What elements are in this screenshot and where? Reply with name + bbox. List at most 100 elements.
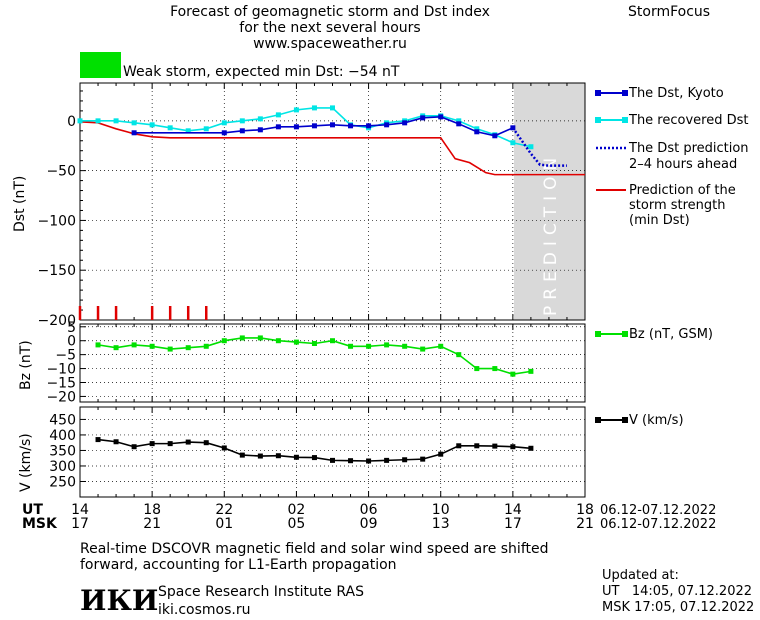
bz-point <box>185 345 191 351</box>
solar-wind-speed-point <box>167 441 173 447</box>
bz-ytick-label: −15 <box>46 376 76 392</box>
institute-name: Space Research Institute RAS <box>158 584 364 600</box>
bz-point <box>113 345 119 351</box>
bz-ytick-label: −5 <box>55 348 76 364</box>
solar-wind-speed-point <box>384 457 390 463</box>
time-axis: UT MSK 14 18 22 02 06 10 14 18 17 21 01 05 09 13 17 21… <box>22 502 716 532</box>
storm-level-text: Weak storm, expected min Dst: −54 nT <box>123 64 400 80</box>
dst-frame <box>79 82 586 321</box>
dst-recovered-point <box>257 116 263 122</box>
solar-wind-speed-point <box>330 457 335 463</box>
solar-wind-speed-point <box>257 453 263 459</box>
iki-logo: ИКИ <box>80 584 159 617</box>
prediction-label: PREDICTION <box>541 152 561 316</box>
dst-kyoto-point <box>293 124 299 130</box>
bz-point <box>167 346 173 352</box>
legend-v-label: V (km/s) <box>629 413 684 428</box>
legend-kyoto-label: The Dst, Kyoto <box>628 86 724 101</box>
legend-strength-line-2: storm strength <box>629 198 726 213</box>
v-ytick-label: 350 <box>49 443 76 459</box>
solar-wind-speed-point <box>474 443 480 449</box>
bz-point <box>402 343 408 349</box>
solar-wind-speed-point <box>95 437 101 443</box>
dst-recovered-point <box>474 126 480 132</box>
v-ytick-label: 300 <box>49 459 76 475</box>
chart-title: Forecast of geomagnetic storm and Dst in… <box>120 4 540 52</box>
bz-point <box>330 338 335 344</box>
v-frame <box>79 406 586 498</box>
dst-recovered-point <box>293 107 299 113</box>
msk-tick-label: 17 <box>504 516 522 532</box>
bz-ytick-label: −10 <box>46 362 76 378</box>
dst-ytick-label: −100 <box>38 213 76 229</box>
solar-wind-speed-point <box>293 454 299 460</box>
solar-wind-speed-point <box>366 458 372 464</box>
footer-note: Real-time DSCOVR magnetic field and sola… <box>80 541 549 573</box>
dst-kyoto-point <box>348 123 354 129</box>
dst-ytick-label: 0 <box>67 114 76 130</box>
msk-date-range: 06.12-07.12.2022 <box>600 517 716 532</box>
dst-kyoto-line <box>134 116 514 137</box>
legend-item-strength: Prediction of the storm strength (min Ds… <box>596 183 736 228</box>
dst-recovered-point <box>311 105 317 111</box>
legend-item-kyoto: The Dst, Kyoto <box>595 86 724 101</box>
solar-wind-speed-point <box>131 444 137 450</box>
msk-tick-label: 21 <box>143 516 161 532</box>
institute-site[interactable]: iki.cosmos.ru <box>158 602 251 618</box>
solar-wind-speed-point <box>456 443 462 449</box>
ut-tick-label: 10 <box>432 502 450 518</box>
bz-point <box>384 342 390 348</box>
title-line-2: for the next several hours <box>239 20 421 36</box>
dst-recovered-point <box>239 118 245 124</box>
updated-ut: UT 14:05, 07.12.2022 <box>602 584 753 599</box>
legend-item-v: V (km/s) <box>595 413 684 428</box>
legend-bz-label: Bz (nT, GSM) <box>629 327 713 342</box>
legend-item-recovered: The recovered Dst <box>595 113 748 128</box>
dst-panel: PREDICTION 0 −50 −100 −150 −200 Dst (nT) <box>12 82 586 329</box>
dst-recovered-point <box>275 112 281 118</box>
bz-point <box>275 338 281 344</box>
bz-point <box>528 368 534 374</box>
dst-kyoto-point <box>456 121 462 127</box>
dst-recovered-line <box>80 107 532 148</box>
dst-kyoto-point <box>438 114 444 120</box>
dst-y-label: Dst (nT) <box>12 176 28 232</box>
dst-recovered-point <box>167 125 173 131</box>
dst-recovered-point <box>131 120 137 126</box>
legend-prediction-line-2: 2–4 hours ahead <box>629 157 737 172</box>
msk-tick-label: 05 <box>288 516 306 532</box>
dst-recovered-point <box>510 140 516 146</box>
v-ytick-label: 400 <box>49 428 76 444</box>
dst-kyoto-point <box>221 130 227 136</box>
ut-tick-label: 22 <box>215 502 233 518</box>
solar-wind-speed-point <box>438 451 444 457</box>
bz-point <box>474 366 480 372</box>
bz-point <box>221 338 227 344</box>
legend-strength-line-3: (min Dst) <box>629 213 690 228</box>
solar-wind-speed-point <box>221 445 227 451</box>
dst-recovered-point <box>456 118 462 124</box>
footer-note-line-1: Real-time DSCOVR magnetic field and sola… <box>80 541 549 557</box>
solar-wind-speed-point <box>348 458 354 464</box>
brand-label: StormFocus <box>628 4 711 20</box>
bz-point <box>95 342 101 348</box>
bz-point <box>239 335 245 341</box>
prediction-shade <box>514 83 585 320</box>
msk-row-label: MSK <box>22 516 58 532</box>
dst-kyoto-point <box>275 124 281 130</box>
solar-wind-speed-point <box>311 455 317 461</box>
bz-ytick-label: 5 <box>67 320 76 336</box>
legend-prediction-line-1: The Dst prediction <box>628 141 749 156</box>
bz-point <box>257 335 263 341</box>
dst-kyoto-point <box>384 122 390 128</box>
bz-point <box>131 342 137 348</box>
bz-point <box>293 339 299 345</box>
dst-recovered-point <box>330 105 335 111</box>
msk-tick-label: 21 <box>576 516 594 532</box>
ut-tick-label: 18 <box>143 502 161 518</box>
footer-note-line-2: forward, accounting for L1-Earth propaga… <box>80 557 397 573</box>
solar-wind-speed-point <box>510 444 516 450</box>
bz-panel: 50−5−10−15−20 Bz (nT) <box>18 320 586 405</box>
